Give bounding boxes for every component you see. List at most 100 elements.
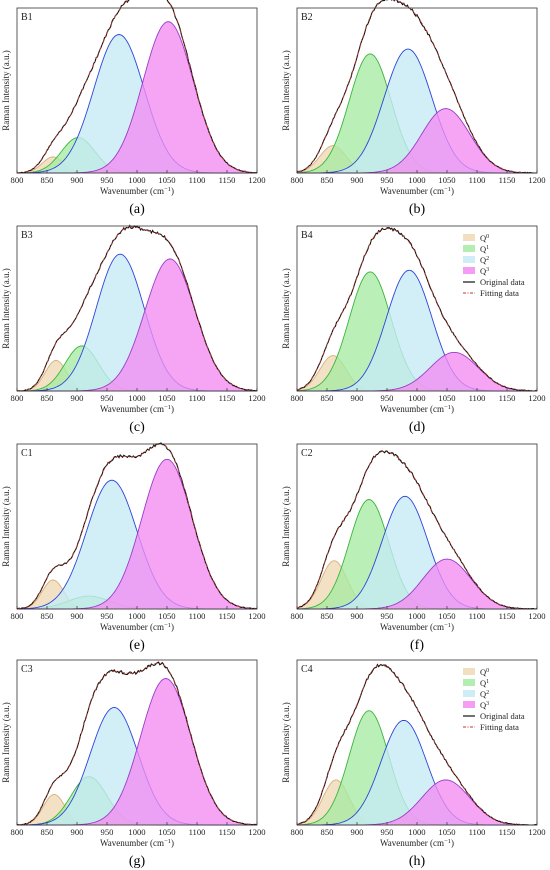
x-axis-label: Wavenumber (cm−1) [380,622,454,632]
fitting-data-line [16,0,258,174]
legend-label-q2: Q2 [480,255,489,265]
peak-area-q2 [297,49,537,173]
panel-caption: (e) [129,638,145,653]
legend-swatch-q1 [463,679,475,686]
x-tick-label: 900 [71,827,84,837]
x-tick-label: 800 [11,611,24,621]
y-axis-label: Raman Intensity (a.u.) [1,268,11,348]
x-tick-label: 1100 [469,611,486,621]
legend-label-fitting: Fitting data [480,288,519,298]
x-tick-label: 1200 [248,175,265,185]
x-tick-label: 850 [321,611,334,621]
x-axis-label: Wavenumber (cm−1) [100,838,174,848]
panel-label: B3 [21,230,33,241]
legend-swatch-q2 [463,690,475,697]
x-tick-label: 1200 [528,827,545,837]
x-axis-label: Wavenumber (cm−1) [380,404,454,414]
panel-label: C2 [301,448,313,459]
x-tick-label: 1000 [128,175,145,185]
panel-label: C3 [21,664,33,675]
x-tick-label: 1050 [438,611,455,621]
legend-label-q1: Q1 [480,678,489,688]
panel-label: B2 [301,12,313,23]
x-tick-label: 1150 [499,827,516,837]
x-tick-label: 850 [321,393,334,403]
x-tick-label: 1050 [158,175,175,185]
legend-swatch-q0 [463,668,475,675]
x-tick-label: 950 [101,175,114,185]
legend-swatch-q3 [463,701,475,708]
x-tick-label: 850 [41,175,54,185]
x-tick-label: 900 [351,827,364,837]
panel-caption: (c) [129,420,145,435]
x-tick-label: 800 [291,611,304,621]
x-tick-label: 1150 [219,611,236,621]
x-tick-label: 1000 [408,393,425,403]
panel-b1: 800 850 900 950 1000 1050 1100 1150 1200 Wavenumb… [1,0,266,217]
x-tick-label: 800 [11,393,24,403]
legend-swatch-q2 [463,256,475,263]
x-tick-label: 1000 [128,827,145,837]
x-tick-label: 1200 [528,175,545,185]
panel-caption: (g) [129,854,146,869]
x-tick-label: 1050 [158,393,175,403]
peak-area-q3 [17,459,257,609]
x-axis-label: Wavenumber (cm−1) [100,186,174,196]
legend-label-original: Original data [480,277,525,287]
y-axis-label: Raman Intensity (a.u.) [281,268,291,348]
legend-label-q3: Q3 [480,266,489,276]
fitting-data-line [296,664,537,826]
x-tick-label: 1200 [528,393,545,403]
x-tick-label: 1200 [528,611,545,621]
panel-label: B1 [21,12,33,23]
panel-c4: 800 850 900 950 1000 1050 1100 1150 1200 Wavenumb… [281,659,546,869]
x-tick-label: 850 [41,827,54,837]
panel-b3: 800 850 900 950 1000 1050 1100 1150 1200 Wavenumb… [1,224,266,435]
x-tick-label: 1050 [158,827,175,837]
x-axis-label: Wavenumber (cm−1) [100,404,174,414]
fitting-data-line [16,662,257,826]
x-tick-label: 950 [101,611,114,621]
peak-area-q3 [297,108,537,173]
x-tick-label: 850 [321,827,334,837]
panel-label: C4 [301,664,313,675]
x-tick-label: 1050 [438,175,455,185]
legend-swatch-q1 [463,245,475,252]
x-tick-label: 1200 [248,393,265,403]
x-tick-label: 1000 [408,175,425,185]
x-tick-label: 1150 [499,175,516,185]
x-tick-label: 800 [11,175,24,185]
x-tick-label: 800 [291,393,304,403]
x-tick-label: 1100 [189,175,206,185]
x-tick-label: 900 [71,175,84,185]
x-tick-label: 850 [41,611,54,621]
y-axis-label: Raman Intensity (a.u.) [281,702,291,782]
x-tick-label: 800 [11,827,24,837]
fitting-data-line [17,443,257,610]
x-tick-label: 1050 [438,827,455,837]
legend-label-q1: Q1 [480,244,489,254]
x-tick-label: 1150 [219,393,236,403]
x-tick-label: 1050 [438,393,455,403]
panel-caption: (d) [409,420,426,435]
peak-area-q3 [17,21,257,174]
x-tick-label: 850 [41,393,54,403]
x-tick-label: 900 [71,611,84,621]
x-tick-label: 1000 [128,393,145,403]
panel-caption: (h) [409,854,426,869]
x-tick-label: 950 [101,393,114,403]
peak-area-q2 [17,254,257,391]
peak-area-q1 [297,710,537,825]
x-tick-label: 1200 [248,611,265,621]
panel-c2: 800 850 900 950 1000 1050 1100 1150 1200 Wavenumb… [281,443,546,653]
peak-area-q3 [297,352,537,391]
x-tick-label: 1000 [408,611,425,621]
legend-label-original: Original data [480,711,525,721]
peak-area-q3 [297,779,537,825]
legend-swatch-q3 [463,267,475,274]
x-tick-label: 1050 [158,611,175,621]
x-tick-label: 1150 [499,393,516,403]
peak-area-q3 [17,678,257,825]
panel-c1: 800 850 900 950 1000 1050 1100 1150 1200 Wavenumb… [1,442,266,653]
peak-area-q3 [17,259,257,391]
